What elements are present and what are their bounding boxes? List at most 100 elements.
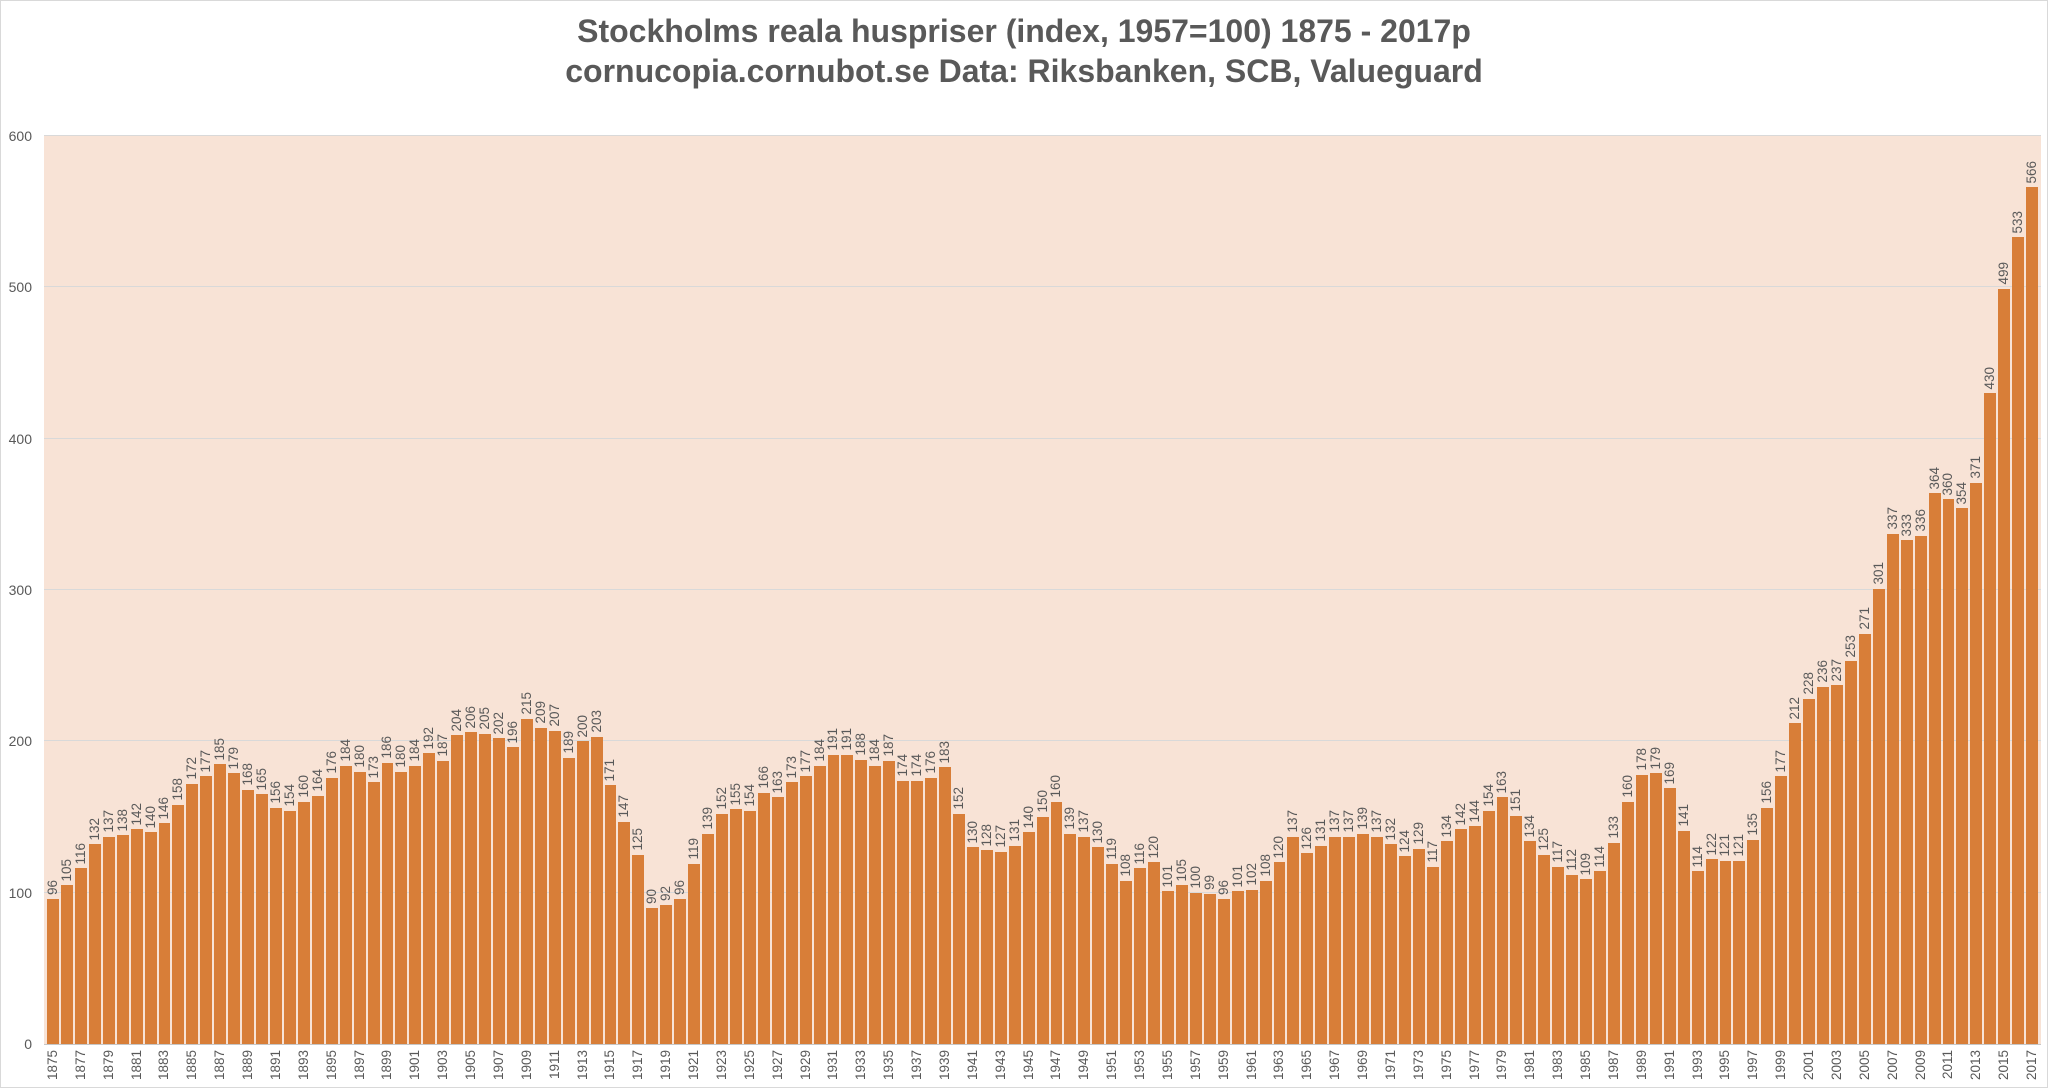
bar	[897, 780, 910, 1044]
bar-cell: 160	[296, 136, 311, 1044]
bar	[88, 844, 101, 1044]
bar-cell: 124	[1397, 136, 1412, 1044]
bar-cell: 203	[589, 136, 604, 1044]
x-axis-cell: 1913	[574, 1049, 590, 1085]
bar-value-label: 196	[504, 720, 520, 744]
x-axis-cell: 1929	[798, 1049, 813, 1085]
x-axis-tick-label: 1945	[1020, 1050, 1036, 1081]
bar	[1677, 830, 1690, 1044]
x-axis-cell: 1987	[1606, 1049, 1621, 1085]
bar-cell: 212	[1787, 136, 1803, 1044]
x-axis-cell	[283, 1049, 297, 1085]
bar-value-label: 371	[1968, 456, 1984, 479]
bar-cell: 120	[1146, 136, 1161, 1044]
gridline	[44, 437, 2041, 439]
x-axis-cell: 1889	[240, 1049, 255, 1085]
bar	[1287, 836, 1300, 1044]
bar	[1426, 866, 1439, 1044]
bar	[1998, 288, 2011, 1044]
bar	[186, 783, 199, 1044]
x-axis-cell	[1398, 1049, 1412, 1085]
bar-cell: 184	[407, 136, 422, 1044]
bar	[451, 735, 464, 1044]
x-axis-tick-label: 1943	[992, 1050, 1008, 1081]
bar-cell: 134	[1522, 136, 1537, 1044]
bar-value-label: 183	[936, 740, 952, 764]
bar	[409, 765, 422, 1044]
bar	[1552, 866, 1565, 1044]
x-axis-cell: 1989	[1634, 1049, 1649, 1085]
bar-cell: 184	[338, 136, 353, 1044]
x-axis-cell: 2017	[2024, 1049, 2039, 1085]
x-axis-cell: 1899	[379, 1049, 394, 1085]
bar	[1747, 839, 1760, 1044]
x-axis-tick-label: 2011	[1940, 1050, 1956, 1080]
bar-cell: 108	[1258, 136, 1273, 1044]
x-axis-cell: 2011	[1940, 1049, 1956, 1085]
bar	[841, 754, 854, 1044]
x-axis-cell	[729, 1049, 743, 1085]
bar-value-label: 177	[1773, 749, 1789, 773]
y-axis-tick-label: 200	[8, 733, 32, 750]
x-axis-tick-label: 1913	[574, 1050, 590, 1081]
x-axis-tick-label: 1999	[1773, 1050, 1789, 1081]
bar	[200, 776, 213, 1044]
x-axis-cell: 2009	[1912, 1049, 1928, 1085]
x-axis-cell: 1943	[992, 1049, 1008, 1085]
x-axis-cell: 1979	[1494, 1049, 1509, 1085]
chart-title-block: Stockholms reala huspriser (index, 1957=…	[1, 11, 2047, 91]
bar	[214, 764, 227, 1044]
x-axis-tick-label: 2015	[1996, 1050, 2012, 1081]
x-axis-cell: 1997	[1745, 1049, 1760, 1085]
bar	[1928, 493, 1941, 1044]
bar-cell: 101	[1230, 136, 1245, 1044]
bar	[1078, 836, 1091, 1044]
bar	[1371, 836, 1383, 1044]
bar-cell: 140	[143, 136, 158, 1044]
x-axis-cell: 1925	[741, 1049, 757, 1085]
bar	[1914, 535, 1927, 1044]
bar	[1733, 860, 1746, 1044]
x-axis-tick-label: 1925	[741, 1050, 757, 1081]
x-axis-tick-label: 1917	[630, 1050, 646, 1081]
x-axis-tick-label: 2009	[1912, 1050, 1928, 1081]
x-axis-cell	[1677, 1049, 1691, 1085]
bar-cell: 142	[1453, 136, 1468, 1044]
bar	[1092, 847, 1105, 1044]
x-axis-cell: 1927	[770, 1049, 785, 1085]
bar-cell: 140	[1021, 136, 1036, 1044]
x-axis-tick-label: 1957	[1187, 1050, 1203, 1081]
bar	[813, 765, 826, 1044]
bar-cell: 236	[1815, 136, 1830, 1044]
x-axis-tick-label: 1959	[1215, 1050, 1231, 1081]
bar-cell: 137	[1341, 136, 1356, 1044]
bar-cell: 176	[324, 136, 339, 1044]
bar	[381, 762, 394, 1044]
bar-value-label: 212	[1787, 696, 1803, 720]
y-axis-tick-label: 400	[8, 430, 32, 447]
bar-cell: 132	[87, 136, 102, 1044]
x-axis-cell	[562, 1049, 576, 1085]
bar-cell: 192	[421, 136, 436, 1044]
x-axis-cell	[785, 1049, 799, 1085]
bar-cell: 180	[352, 136, 367, 1044]
bar-cell: 135	[1745, 136, 1760, 1044]
bar	[1635, 774, 1648, 1044]
x-axis-cell	[1370, 1049, 1384, 1085]
bar-value-label: 430	[1982, 366, 1998, 390]
x-axis-tick-label: 1875	[44, 1050, 60, 1081]
x-axis-tick-label: 1901	[407, 1050, 423, 1081]
x-axis-cell: 1907	[491, 1049, 506, 1085]
x-axis-tick-label: 1903	[435, 1050, 451, 1081]
x-axis-cell	[88, 1049, 102, 1085]
x-axis-cell: 1977	[1467, 1049, 1482, 1085]
bar-cell: 117	[1550, 136, 1565, 1044]
x-axis-tick-label: 2005	[1856, 1050, 1872, 1081]
bar	[1496, 797, 1509, 1044]
x-axis-tick-label: 1975	[1438, 1050, 1454, 1081]
gridline	[44, 286, 2041, 288]
bar	[102, 836, 115, 1044]
bar	[1050, 801, 1063, 1044]
bar-cell: 117	[1425, 136, 1440, 1044]
x-axis-cell	[701, 1049, 715, 1085]
